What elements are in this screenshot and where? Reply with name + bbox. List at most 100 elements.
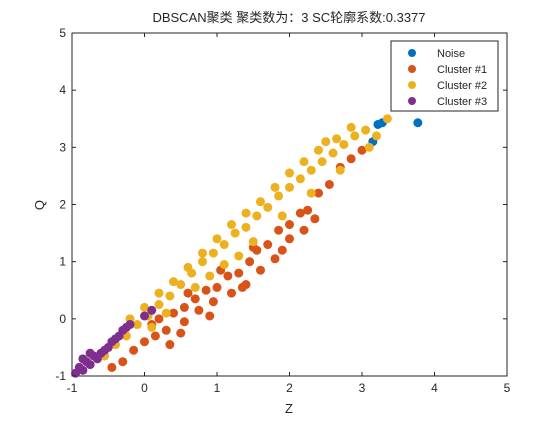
point-2-17 (285, 182, 294, 192)
legend: Noise Cluster #1 Cluster #2 Cluster #3 (390, 40, 499, 112)
point-2-41 (190, 282, 200, 292)
point-1-44 (277, 245, 287, 255)
y-tick-label-0: -1 (55, 369, 66, 383)
point-1-11 (223, 271, 233, 281)
point-2-18 (295, 174, 305, 184)
point-1-29 (227, 288, 236, 298)
point-1-2 (129, 345, 139, 355)
point-2-32 (227, 220, 236, 230)
point-1-26 (179, 317, 189, 327)
point-1-5 (161, 325, 171, 335)
legend-label-1: Cluster #1 (437, 64, 487, 76)
point-2-48 (205, 271, 215, 281)
point-2-52 (346, 122, 356, 132)
point-2-53 (372, 131, 381, 141)
point-1-16 (274, 225, 284, 235)
legend-label-0: Noise (437, 48, 465, 60)
point-2-33 (241, 208, 251, 218)
point-1-41 (176, 328, 186, 338)
point-2-38 (314, 145, 323, 155)
point-1-23 (346, 154, 356, 164)
point-2-40 (161, 308, 171, 318)
point-1-19 (303, 205, 313, 215)
point-2-13 (241, 222, 251, 232)
point-1-1 (118, 357, 128, 367)
point-1-15 (263, 240, 273, 250)
y-axis-label: Q (32, 200, 47, 210)
point-2-3 (132, 320, 142, 330)
data-points (71, 114, 423, 378)
point-1-10 (212, 282, 222, 292)
legend-marker-1 (408, 65, 416, 73)
point-1-28 (208, 297, 218, 307)
point-2-28 (169, 277, 178, 287)
point-2-42 (219, 260, 229, 270)
point-2-23 (350, 131, 360, 141)
point-2-36 (285, 168, 294, 178)
point-1-43 (237, 282, 247, 292)
point-2-34 (256, 197, 265, 207)
point-1-6 (169, 308, 178, 318)
point-3-19 (85, 348, 95, 358)
point-1-33 (285, 234, 294, 244)
x-tick-label-2: 1 (214, 381, 221, 395)
point-1-12 (234, 268, 244, 278)
point-2-30 (198, 248, 207, 258)
chart-title: DBSCAN聚类 聚类数为：3 SC轮廓系数:0.3377 (152, 10, 425, 25)
point-2-20 (317, 157, 327, 167)
point-2-24 (361, 125, 371, 135)
point-3-4 (85, 360, 95, 370)
point-2-46 (335, 165, 345, 175)
point-3-16 (140, 311, 149, 321)
point-0-3 (413, 118, 423, 128)
legend-label-2: Cluster #2 (437, 80, 487, 92)
point-1-21 (324, 179, 334, 189)
point-2-44 (277, 211, 287, 221)
point-2-49 (234, 251, 244, 261)
point-2-22 (339, 139, 349, 149)
point-2-43 (248, 237, 258, 247)
point-2-16 (274, 191, 284, 201)
point-1-34 (299, 225, 309, 235)
point-1-42 (205, 311, 215, 321)
y-tick-label-4: 3 (59, 140, 66, 154)
point-1-3 (140, 337, 149, 347)
y-tick-label-1: 0 (59, 312, 66, 326)
y-axis-ticks: -1 0 1 2 3 4 5 (55, 26, 507, 383)
point-1-32 (270, 254, 280, 264)
legend-marker-3 (408, 97, 416, 105)
point-2-19 (306, 165, 316, 175)
legend-marker-2 (408, 81, 416, 89)
point-1-4 (150, 331, 160, 341)
y-tick-label-2: 1 (59, 255, 66, 269)
point-2-27 (154, 288, 164, 298)
point-2-11 (219, 240, 229, 250)
point-3-18 (78, 354, 88, 364)
point-2-26 (140, 302, 149, 312)
point-1-27 (194, 305, 204, 315)
point-1-39 (310, 214, 320, 224)
point-2-54 (147, 322, 157, 332)
x-tick-label-5: 4 (431, 381, 438, 395)
point-1-9 (201, 285, 211, 295)
point-1-17 (285, 220, 294, 230)
point-1-0 (107, 362, 117, 372)
point-1-8 (190, 294, 200, 304)
point-2-5 (154, 300, 164, 310)
point-2-29 (183, 262, 193, 272)
point-2-14 (252, 211, 262, 221)
point-2-15 (263, 202, 273, 212)
point-3-17 (147, 305, 157, 315)
y-tick-label-3: 2 (59, 198, 66, 212)
point-2-6 (165, 291, 175, 301)
point-2-35 (270, 182, 280, 192)
x-tick-label-3: 2 (286, 381, 293, 395)
point-1-24 (357, 145, 367, 155)
point-1-13 (245, 257, 255, 267)
point-2-51 (321, 137, 331, 147)
point-1-18 (295, 208, 305, 218)
legend-label-3: Cluster #3 (437, 96, 487, 108)
point-2-21 (328, 148, 338, 158)
